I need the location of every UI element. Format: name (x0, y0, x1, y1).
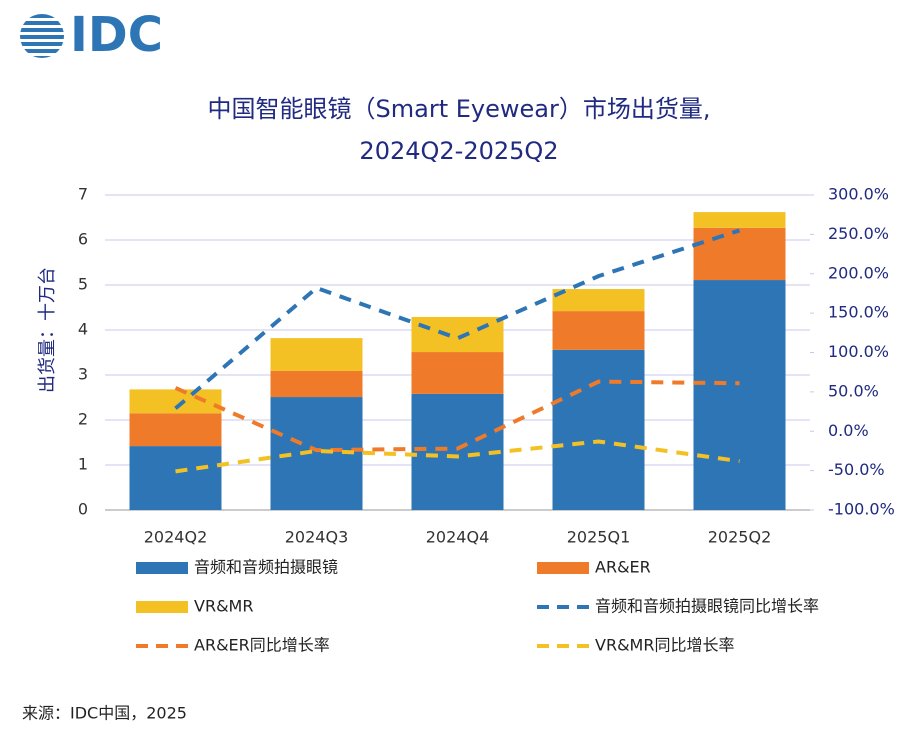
y2-tick-label: -100.0% (828, 500, 895, 519)
bar-segment (411, 352, 504, 394)
bar-segment (129, 413, 222, 447)
legend-label: 音频和音频拍摄眼镜同比增长率 (595, 597, 819, 616)
bar-segment (693, 280, 786, 510)
y-axis-label: 出货量：十万台 (37, 267, 58, 393)
y2-tick-label: 100.0% (828, 342, 889, 361)
y-tick-label: 3 (78, 365, 88, 384)
chart-title: 中国智能眼镜（Smart Eyewear）市场出货量, (208, 95, 711, 123)
legend-swatch (136, 562, 188, 574)
legend-swatch (136, 601, 188, 613)
y2-tick-label: -50.0% (828, 460, 885, 479)
logo: IDC (70, 7, 163, 63)
y2-tick-label: 0.0% (828, 421, 869, 440)
y-tick-label: 6 (78, 230, 88, 249)
bar-segment (411, 393, 504, 510)
chart-title: 2024Q2-2025Q2 (359, 137, 558, 165)
y-tick-label: 5 (78, 275, 88, 294)
y2-tick-label: 150.0% (828, 303, 889, 322)
legend-label: VR&MR (194, 597, 253, 616)
legend-label: VR&MR同比增长率 (595, 636, 734, 655)
x-tick-label: 2025Q1 (567, 528, 631, 547)
y-tick-label: 4 (78, 320, 88, 339)
legend-swatch (537, 562, 589, 574)
bar-segment (129, 446, 222, 510)
bar-segment (552, 349, 645, 510)
bar-segment (411, 316, 504, 353)
x-tick-label: 2024Q3 (285, 528, 349, 547)
line-series (174, 379, 740, 453)
legend-label: AR&ER同比增长率 (194, 636, 330, 655)
bar-segment (552, 289, 645, 312)
bar-segment (129, 389, 222, 414)
logo-icon (18, 14, 68, 58)
y-tick-label: 0 (78, 500, 88, 519)
bar-segment (552, 311, 645, 350)
bar-segment (270, 338, 363, 371)
bar-segment (693, 212, 786, 228)
y2-tick-label: 50.0% (828, 381, 879, 400)
y-tick-label: 1 (78, 455, 88, 474)
x-tick-label: 2025Q2 (708, 528, 772, 547)
source: 来源：IDC中国，2025 (22, 704, 187, 723)
y2-tick-label: 200.0% (828, 263, 889, 282)
legend-label: AR&ER (595, 558, 651, 577)
y-tick-label: 2 (78, 410, 88, 429)
legend-label: 音频和音频拍摄眼镜 (194, 558, 338, 577)
x-tick-label: 2024Q2 (144, 528, 208, 547)
y-tick-label: 7 (78, 185, 88, 204)
bar-segment (693, 227, 786, 281)
line-series (175, 439, 740, 474)
y2-tick-label: 250.0% (828, 224, 889, 243)
y2-tick-label: 300.0% (828, 185, 889, 204)
bar-segment (270, 370, 363, 398)
x-tick-label: 2024Q4 (426, 528, 490, 547)
